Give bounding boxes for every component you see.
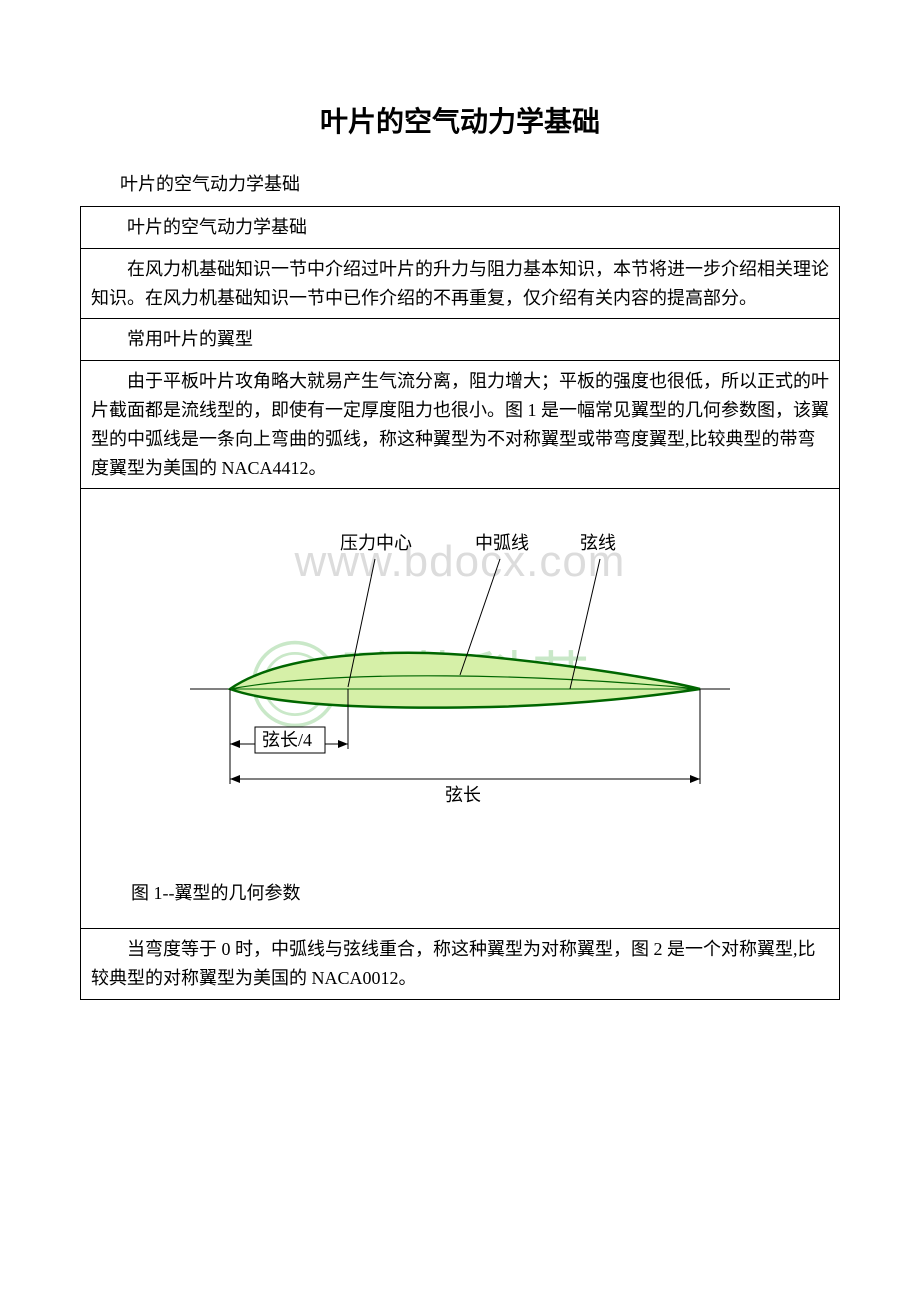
cell-text: 当弯度等于 0 时，中弧线与弦线重合，称这种翼型为对称翼型，图 2 是一个对称翼… [91, 935, 829, 993]
cell-text: 由于平板叶片攻角略大就易产生气流分离，阻力增大；平板的强度也很低，所以正式的叶片… [91, 367, 829, 482]
label-pressure-center: 压力中心 [340, 533, 412, 553]
table-row: 在风力机基础知识一节中介绍过叶片的升力与阻力基本知识，本节将进一步介绍相关理论知… [81, 248, 840, 319]
table-row: 叶片的空气动力学基础 [81, 207, 840, 249]
label-chord-length: 弦长 [445, 785, 481, 805]
page-title: 叶片的空气动力学基础 [80, 100, 840, 140]
label-quarter-chord: 弦长/4 [262, 730, 312, 750]
content-table: 叶片的空气动力学基础 在风力机基础知识一节中介绍过叶片的升力与阻力基本知识，本节… [80, 206, 840, 1000]
cell-text: 叶片的空气动力学基础 [91, 213, 829, 242]
document-page: 叶片的空气动力学基础 叶片的空气动力学基础 叶片的空气动力学基础 在风力机基础知… [0, 0, 920, 1200]
table-row: 由于平板叶片攻角略大就易产生气流分离，阻力增大；平板的强度也很低，所以正式的叶片… [81, 361, 840, 489]
airfoil-diagram: www.bdocx.com 鹏芃科艺 [190, 509, 730, 839]
subtitle: 叶片的空气动力学基础 [120, 170, 840, 196]
label-chord-line: 弦线 [580, 533, 616, 553]
table-row: www.bdocx.com 鹏芃科艺 [81, 489, 840, 929]
table-row: 当弯度等于 0 时，中弧线与弦线重合，称这种翼型为对称翼型，图 2 是一个对称翼… [81, 929, 840, 1000]
cell-text: 在风力机基础知识一节中介绍过叶片的升力与阻力基本知识，本节将进一步介绍相关理论知… [91, 255, 829, 313]
cell-text: 常用叶片的翼型 [91, 325, 829, 354]
table-row: 常用叶片的翼型 [81, 319, 840, 361]
label-camber-line: 中弧线 [475, 533, 529, 553]
figure-caption: 图 1--翼型的几何参数 [131, 879, 829, 908]
